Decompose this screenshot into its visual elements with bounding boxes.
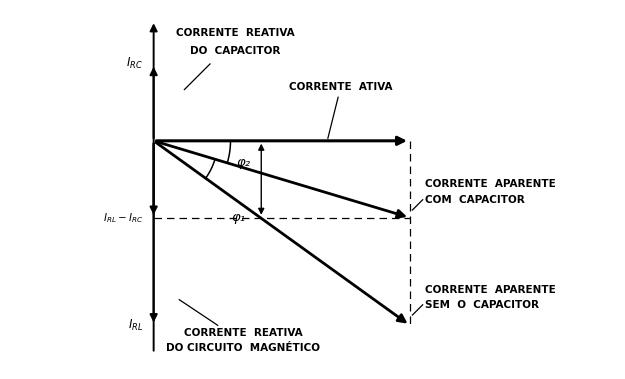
Text: CORRENTE  APARENTE: CORRENTE APARENTE (425, 180, 556, 190)
Text: $I_{RC}$: $I_{RC}$ (126, 56, 143, 72)
Text: SEM  O  CAPACITOR: SEM O CAPACITOR (425, 300, 539, 310)
Text: $I_{RL}$: $I_{RL}$ (128, 318, 143, 333)
Text: COM  CAPACITOR: COM CAPACITOR (425, 195, 525, 205)
Text: CORRENTE  REATIVA: CORRENTE REATIVA (176, 28, 295, 38)
Text: $I_{RL}-I_{RC}$: $I_{RL}-I_{RC}$ (103, 211, 143, 225)
Text: φ₁: φ₁ (231, 211, 245, 224)
Text: CORRENTE  APARENTE: CORRENTE APARENTE (425, 285, 556, 294)
Text: DO  CAPACITOR: DO CAPACITOR (191, 46, 281, 56)
Text: CORRENTE  ATIVA: CORRENTE ATIVA (289, 82, 392, 92)
Text: DO CIRCUITO  MAGNÉTICO: DO CIRCUITO MAGNÉTICO (166, 343, 321, 354)
Text: φ₂: φ₂ (236, 156, 251, 169)
Text: CORRENTE  REATIVA: CORRENTE REATIVA (184, 328, 302, 338)
